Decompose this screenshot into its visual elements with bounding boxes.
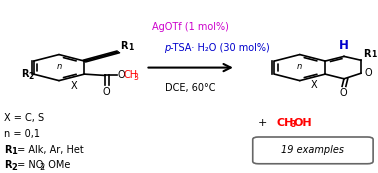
Text: 3: 3 bbox=[291, 120, 296, 129]
Text: n: n bbox=[297, 62, 302, 71]
Text: 1: 1 bbox=[371, 50, 376, 59]
Text: 19 examples: 19 examples bbox=[282, 145, 344, 155]
Text: +: + bbox=[257, 118, 267, 128]
Text: O: O bbox=[117, 70, 125, 80]
Text: -TSA· H₂O (30 mol%): -TSA· H₂O (30 mol%) bbox=[170, 43, 270, 53]
Text: n = 0,1: n = 0,1 bbox=[5, 129, 40, 139]
Text: n: n bbox=[56, 62, 62, 71]
Text: = Alk, Ar, Het: = Alk, Ar, Het bbox=[14, 145, 84, 154]
Text: X: X bbox=[70, 81, 77, 91]
Text: 1: 1 bbox=[11, 147, 17, 156]
Text: 2: 2 bbox=[39, 163, 45, 172]
Text: 2: 2 bbox=[28, 72, 34, 81]
Text: p: p bbox=[164, 43, 170, 53]
Text: R: R bbox=[5, 160, 12, 170]
Text: O: O bbox=[102, 87, 110, 97]
Text: 2: 2 bbox=[11, 163, 17, 172]
Text: O: O bbox=[339, 88, 347, 98]
Text: DCE, 60°C: DCE, 60°C bbox=[166, 83, 216, 93]
Text: R: R bbox=[363, 49, 370, 59]
Text: CH: CH bbox=[124, 70, 138, 80]
Text: X = C, S: X = C, S bbox=[5, 113, 45, 123]
Text: OH: OH bbox=[294, 118, 312, 128]
Text: R: R bbox=[120, 41, 128, 51]
FancyBboxPatch shape bbox=[253, 137, 373, 164]
Text: AgOTf (1 mol%): AgOTf (1 mol%) bbox=[152, 22, 229, 33]
Text: H: H bbox=[339, 39, 349, 52]
Text: 1: 1 bbox=[128, 43, 133, 52]
Text: R: R bbox=[21, 69, 29, 79]
Text: O: O bbox=[365, 68, 372, 78]
Text: R: R bbox=[5, 145, 12, 154]
Text: CH: CH bbox=[276, 118, 294, 128]
Text: , OMe: , OMe bbox=[42, 160, 70, 170]
Text: = NO: = NO bbox=[14, 160, 43, 170]
Text: 3: 3 bbox=[133, 73, 138, 82]
Text: X: X bbox=[311, 80, 318, 90]
